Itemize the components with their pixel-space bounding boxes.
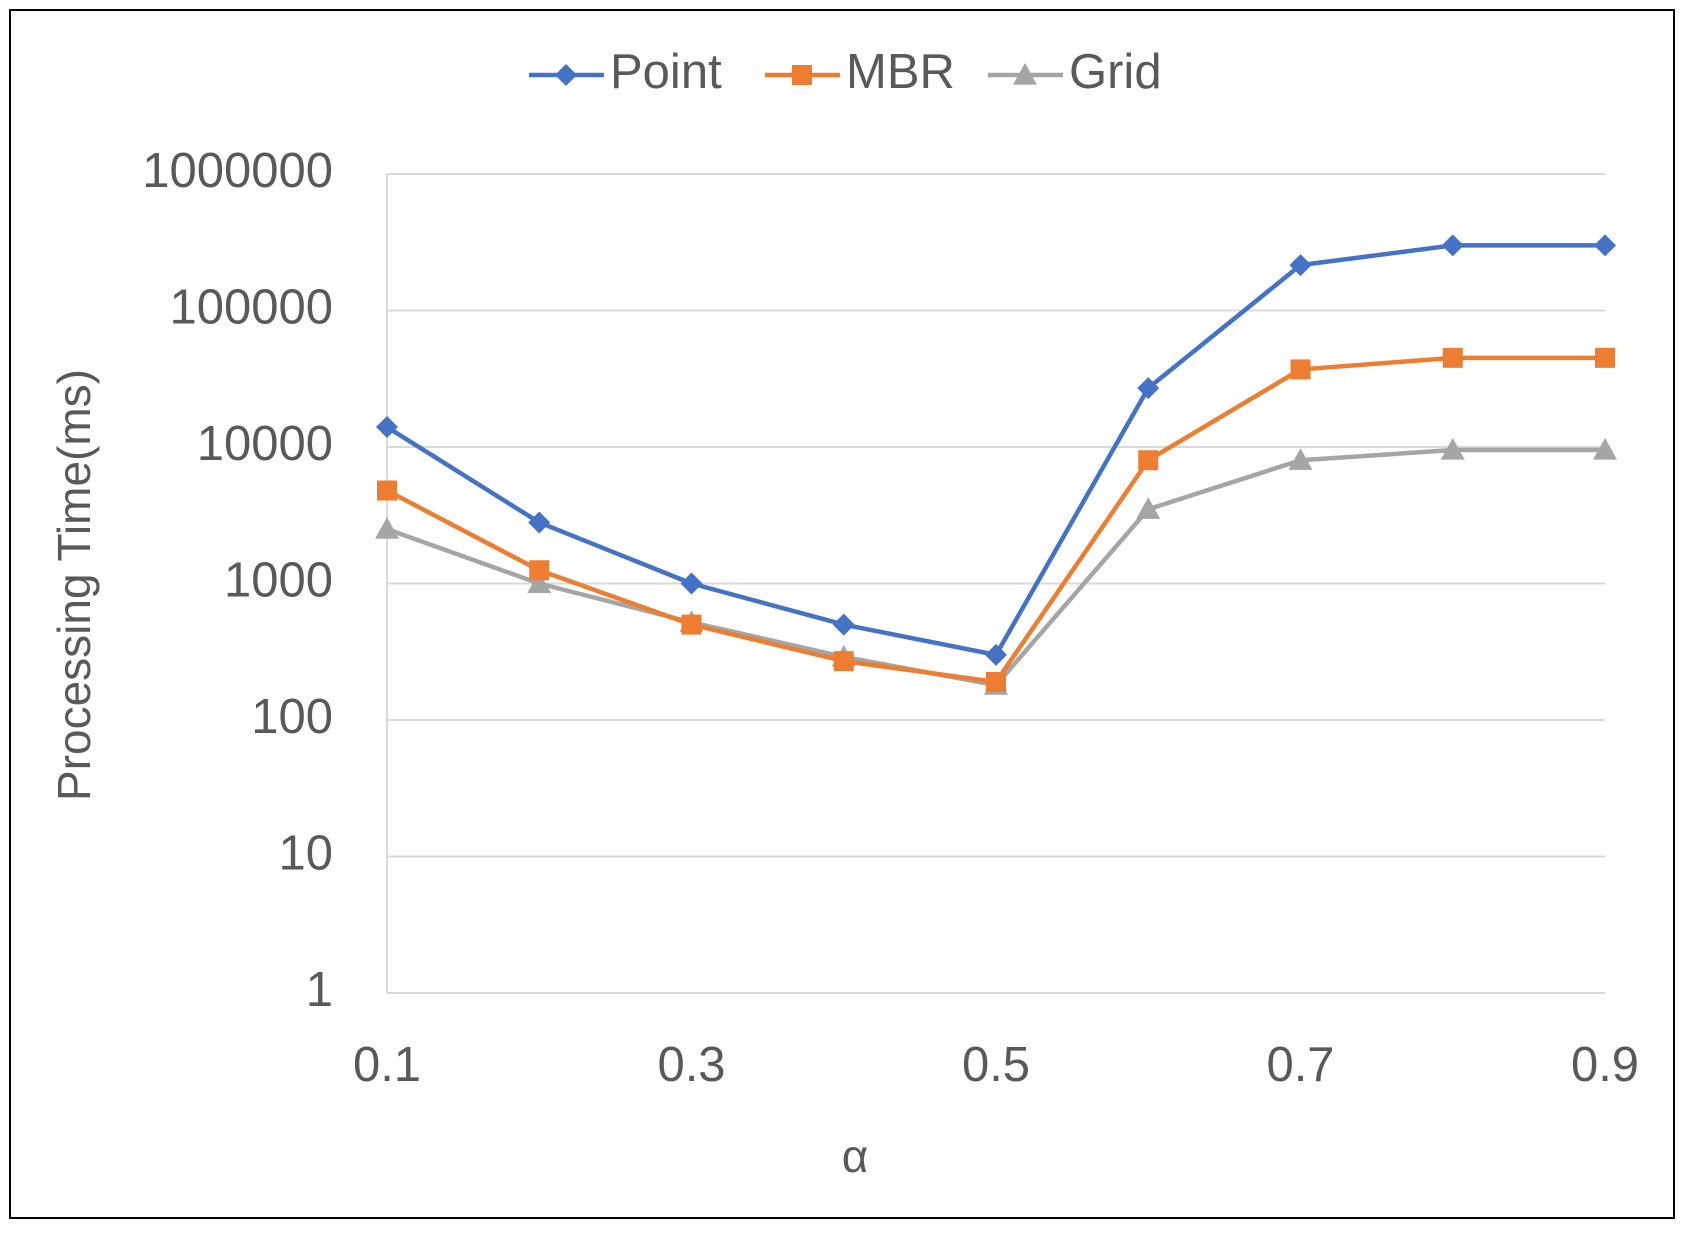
data-point-point bbox=[1137, 377, 1160, 400]
data-point-point bbox=[1594, 234, 1616, 257]
data-point-mbr bbox=[681, 614, 702, 635]
data-point-point bbox=[1441, 234, 1464, 257]
legend-marker-mbr bbox=[792, 65, 812, 85]
data-point-grid bbox=[1440, 438, 1465, 460]
data-point-mbr bbox=[986, 671, 1006, 692]
data-point-grid bbox=[1593, 438, 1617, 460]
data-point-mbr bbox=[529, 560, 550, 581]
axes: 1 10 100 1000 10000 100000 1000000 0.1 0.3 0.5 0.7… bbox=[142, 144, 1639, 1092]
y-tick-label: 1000000 bbox=[142, 144, 333, 198]
data-point-point bbox=[985, 643, 1007, 666]
data-point-grid bbox=[527, 571, 552, 594]
y-tick-label: 1000 bbox=[224, 553, 333, 607]
data-point-mbr bbox=[1442, 347, 1463, 368]
y-tick-label: 10 bbox=[278, 826, 333, 880]
data-point-mbr bbox=[1595, 347, 1615, 368]
y-tick-label: 1 bbox=[306, 963, 333, 1017]
x-tick-label: 0.5 bbox=[962, 1038, 1030, 1092]
legend-item-mbr: MBR bbox=[765, 45, 955, 99]
series-point bbox=[376, 234, 1616, 666]
legend-label-grid: Grid bbox=[1069, 45, 1162, 99]
data-point-mbr bbox=[833, 651, 854, 672]
data-point-grid bbox=[1136, 497, 1161, 519]
data-point-mbr bbox=[1290, 359, 1311, 380]
data-point-point bbox=[680, 572, 703, 595]
gridlines bbox=[387, 173, 1605, 994]
x-tick-label: 0.9 bbox=[1571, 1038, 1639, 1092]
y-tick-label: 100 bbox=[251, 690, 333, 744]
y-tick-label: 10000 bbox=[197, 417, 333, 471]
x-tick-label: 0.1 bbox=[353, 1038, 421, 1092]
legend-item-point: Point bbox=[529, 45, 722, 99]
data-point-mbr bbox=[1138, 450, 1159, 471]
y-tick-label: 100000 bbox=[169, 280, 333, 334]
x-axis-title: α bbox=[842, 1130, 869, 1182]
data-point-point bbox=[376, 416, 398, 439]
data-point-point bbox=[1289, 254, 1312, 277]
data-point-grid bbox=[1288, 448, 1313, 470]
legend-marker-grid bbox=[1013, 63, 1037, 85]
series-layer bbox=[375, 234, 1617, 695]
data-point-grid bbox=[375, 517, 399, 539]
legend-label-mbr: MBR bbox=[846, 45, 955, 99]
y-axis-title: Processing Time(ms) bbox=[48, 369, 100, 801]
legend-label-point: Point bbox=[610, 45, 722, 99]
data-point-point bbox=[528, 511, 551, 534]
data-point-point bbox=[832, 613, 855, 636]
legend: Point MBR Grid bbox=[529, 45, 1162, 99]
x-tick-label: 0.7 bbox=[1266, 1038, 1334, 1092]
legend-marker-point bbox=[555, 64, 577, 86]
series-mbr bbox=[377, 347, 1615, 692]
chart-border bbox=[9, 9, 1675, 1219]
legend-item-grid: Grid bbox=[988, 45, 1162, 99]
x-tick-label: 0.3 bbox=[657, 1038, 725, 1092]
data-point-mbr bbox=[377, 480, 397, 501]
